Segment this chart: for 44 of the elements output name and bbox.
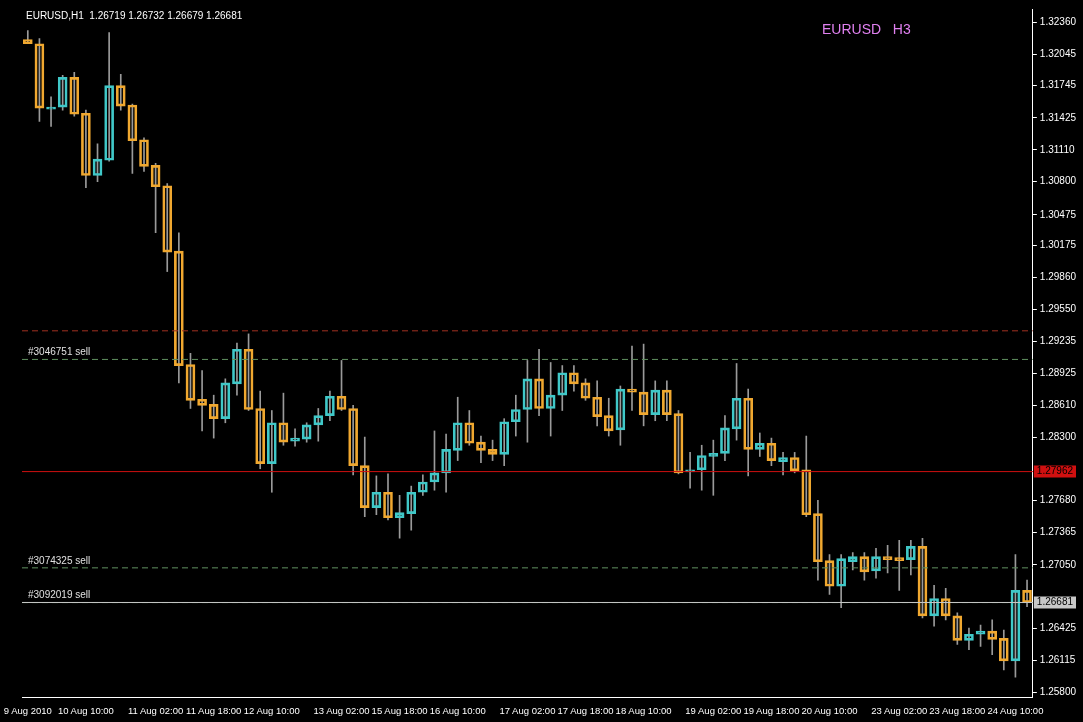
x-tick-label: 11 Aug 18:00 <box>186 704 242 716</box>
x-tick-label: 17 Aug 02:00 <box>499 704 556 716</box>
y-tick-label: 1.27680 <box>1039 494 1077 506</box>
y-tick-label: 1.32360 <box>1039 16 1077 28</box>
y-tick-label: 1.31110 <box>1039 143 1075 155</box>
x-tick-label: 9 Aug 2010 <box>3 704 52 716</box>
y-tick-label: 1.31745 <box>1039 78 1077 90</box>
y-tick-label: 1.27365 <box>1039 526 1077 538</box>
x-tick-label: 18 Aug 10:00 <box>615 704 672 716</box>
y-tick-label: 1.31425 <box>1039 111 1077 123</box>
y-tick-label: 1.25800 <box>1039 686 1077 698</box>
y-tick-label: 1.29235 <box>1039 335 1077 347</box>
x-tick-label: 19 Aug 02:00 <box>685 704 742 716</box>
x-tick-label: 10 Aug 10:00 <box>57 704 114 716</box>
y-tick-label: 1.30475 <box>1039 208 1077 220</box>
x-tick-label: 24 Aug 10:00 <box>987 704 1044 716</box>
x-tick-label: 23 Aug 02:00 <box>871 704 928 716</box>
y-tick-label: 1.29860 <box>1039 271 1077 283</box>
x-tick-label: 13 Aug 02:00 <box>313 704 370 716</box>
text: EURUSD H3 <box>822 20 911 37</box>
ref-line-label: #3092019 sell <box>28 589 91 601</box>
x-tick-label: 19 Aug 18:00 <box>743 704 800 716</box>
ref-line-label: #3046751 sell <box>28 346 91 358</box>
y-tick-label: 1.28925 <box>1039 366 1077 378</box>
y-tick-label: 1.32045 <box>1039 48 1077 60</box>
x-tick-label: 16 Aug 10:00 <box>429 704 486 716</box>
ref-line-label: 1.26681 <box>1036 596 1074 608</box>
y-tick-label: 1.27050 <box>1039 558 1077 570</box>
x-tick-label: 11 Aug 02:00 <box>127 704 184 716</box>
y-tick-label: 1.26115 <box>1039 654 1076 666</box>
x-tick-label: 20 Aug 10:00 <box>801 704 858 716</box>
x-tick-label: 15 Aug 18:00 <box>371 704 428 716</box>
x-tick-label: 23 Aug 18:00 <box>929 704 986 716</box>
x-tick-label: 17 Aug 18:00 <box>557 704 614 716</box>
y-tick-label: 1.30175 <box>1039 239 1077 251</box>
chart-title: EURUSD,H1 1.26719 1.26732 1.26679 1.26681 <box>26 9 243 21</box>
y-tick-label: 1.26425 <box>1039 622 1077 634</box>
ref-line-label: #3074325 sell <box>28 554 91 566</box>
y-tick-label: 1.30800 <box>1039 175 1077 187</box>
y-tick-label: 1.28300 <box>1039 430 1077 442</box>
y-tick-label: 1.29550 <box>1039 303 1077 315</box>
x-tick-label: 12 Aug 10:00 <box>243 704 300 716</box>
y-tick-label: 1.28610 <box>1039 399 1077 411</box>
ref-line-label: 1.27962 <box>1036 465 1074 477</box>
